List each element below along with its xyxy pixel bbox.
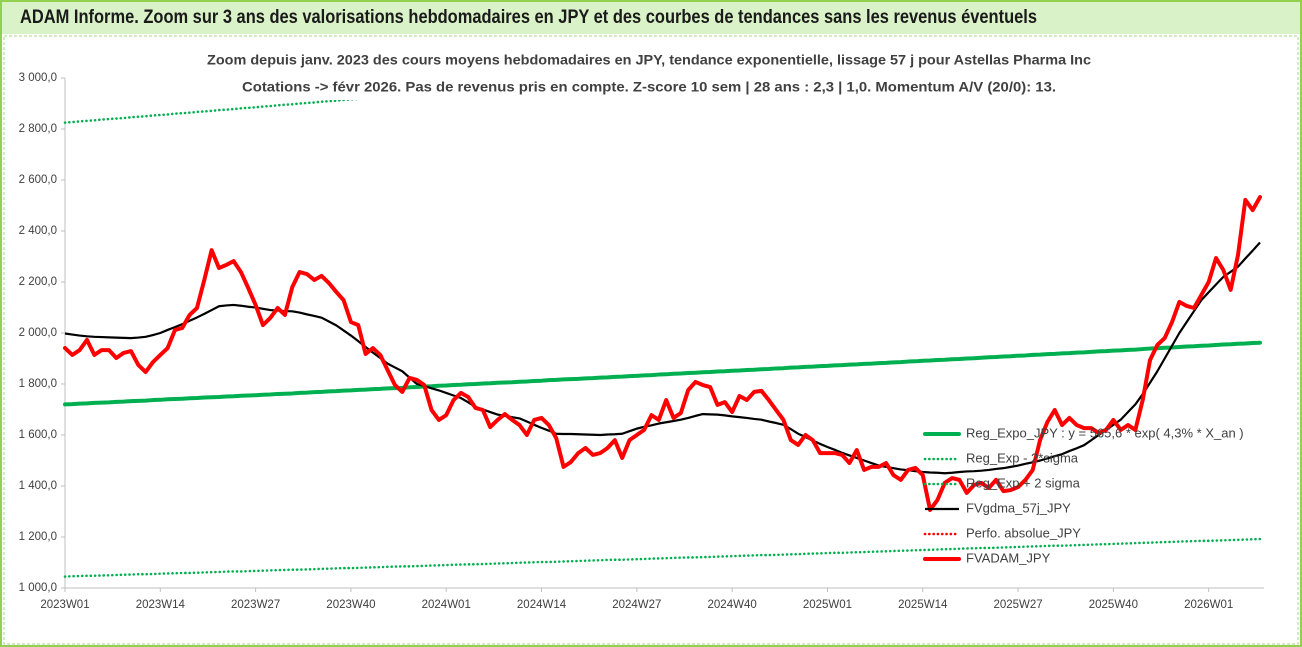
chart-subtitle: Cotations -> févr 2026. Pas de revenus p… — [242, 79, 1056, 95]
chart-frame — [3, 35, 1299, 645]
title-box — [200, 44, 1095, 100]
series-line — [63, 195, 1262, 512]
legend-label: Perfo. absolue_JPY — [966, 525, 1081, 540]
y-tick-label: 1 200,0 — [19, 531, 57, 543]
y-tick-label: 2 600,0 — [19, 174, 57, 186]
y-tick-label: 1 000,0 — [19, 582, 57, 594]
y-tick-label: 2 400,0 — [19, 225, 57, 237]
series-lines — [63, 76, 1262, 578]
chart-title: Zoom depuis janv. 2023 des cours moyens … — [207, 52, 1091, 68]
y-tick-label: 1 600,0 — [19, 429, 57, 441]
y-tick-label: 2 800,0 — [19, 123, 57, 135]
x-tick-label: 2024W27 — [612, 599, 661, 611]
series-line — [63, 340, 1262, 407]
y-tick-label: 2 000,0 — [19, 327, 57, 339]
series-line — [63, 537, 1262, 578]
x-tick-label: 2026W01 — [1184, 599, 1233, 611]
x-tick-label: 2024W01 — [422, 599, 471, 611]
plot-area: 1 000,0 1 200,0 1 400,0 1 600,0 1 800,0 2 000… — [19, 72, 1264, 611]
x-tick-label: 2023W27 — [231, 599, 280, 611]
x-tick-label: 2024W14 — [517, 599, 567, 611]
x-tick-label: 2023W40 — [326, 599, 375, 611]
legend: Reg_Expo_JPY : y = 565,6 * exp( 4,3% * X… — [923, 425, 1244, 565]
y-tick-label: 1 800,0 — [19, 378, 57, 390]
x-tick-label: 2025W40 — [1089, 599, 1138, 611]
header-band — [2, 2, 1300, 34]
y-tick-label: 3 000,0 — [19, 72, 57, 84]
y-tick-label: 1 400,0 — [19, 480, 57, 492]
y-tick-label: 2 200,0 — [19, 276, 57, 288]
legend-label: Reg_Expo_JPY : y = 565,6 * exp( 4,3% * X… — [966, 425, 1244, 440]
x-tick-label: 2024W40 — [708, 599, 757, 611]
legend-label: FVgdma_57j_JPY — [966, 500, 1071, 515]
x-tick-label: 2023W01 — [40, 599, 89, 611]
legend-label: FVADAM_JPY — [966, 550, 1051, 565]
x-tick-label: 2025W14 — [898, 599, 948, 611]
x-tick-label: 2023W14 — [136, 599, 186, 611]
x-tick-label: 2025W01 — [803, 599, 852, 611]
x-tick-label: 2025W27 — [993, 599, 1042, 611]
legend-label: Reg_Exp - 2*sigma — [966, 450, 1079, 465]
header-title: ADAM Informe. Zoom sur 3 ans des valoris… — [20, 7, 1037, 28]
legend-label: Reg_Exp + 2 sigma — [966, 475, 1081, 490]
series-line — [64, 241, 1261, 475]
